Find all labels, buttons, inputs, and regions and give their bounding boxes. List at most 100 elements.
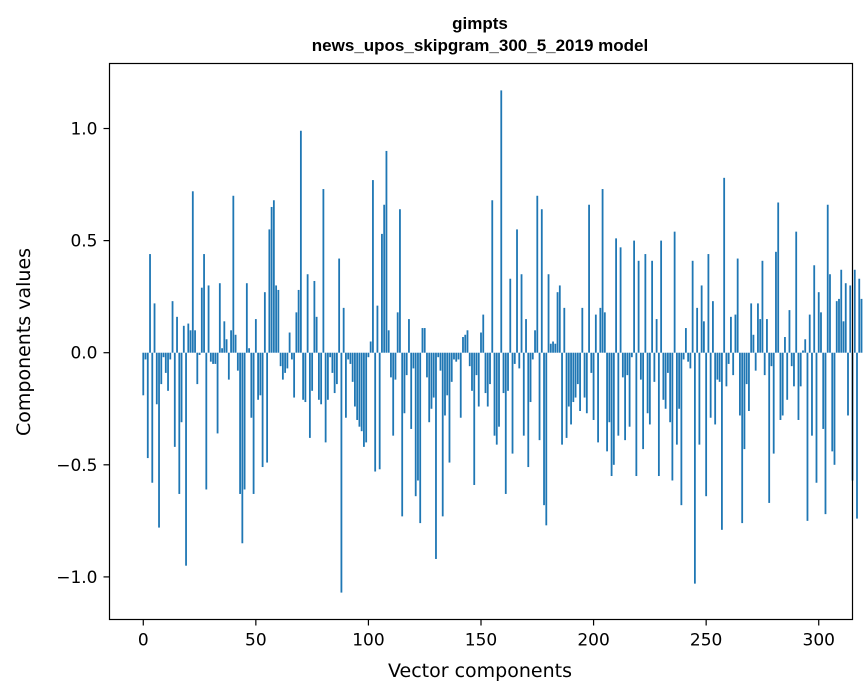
bar-311 — [842, 321, 845, 353]
bar-209 — [612, 352, 615, 465]
bar-114 — [399, 209, 401, 353]
bar-288 — [790, 352, 793, 367]
bar-241 — [684, 328, 687, 353]
bar-82 — [327, 352, 329, 400]
chart-subtitle: news_upos_skipgram_300_5_2019 model — [312, 36, 648, 55]
bar-16 — [178, 352, 181, 494]
bar-230 — [660, 240, 663, 353]
bar-65 — [288, 332, 291, 353]
bar-181 — [549, 343, 552, 353]
bar-216 — [628, 352, 631, 427]
bar-12 — [169, 352, 172, 360]
bar-88 — [340, 352, 343, 593]
bar-263 — [734, 314, 737, 353]
bar-280 — [772, 352, 775, 454]
bar-229 — [657, 352, 660, 477]
x-tick-label: 250 — [690, 631, 722, 651]
bar-231 — [662, 352, 665, 400]
bar-298 — [813, 265, 816, 353]
bar-172 — [529, 352, 532, 403]
bar-131 — [437, 352, 440, 358]
x-tick-label: 50 — [245, 631, 267, 651]
bar-98 — [363, 352, 365, 447]
bar-87 — [338, 258, 341, 353]
bar-210 — [615, 238, 617, 353]
bar-127 — [428, 352, 431, 423]
bar-302 — [822, 352, 825, 429]
bar-264 — [736, 258, 739, 353]
bar-214 — [624, 352, 626, 441]
bar-201 — [594, 314, 597, 353]
bar-106 — [381, 233, 383, 353]
bar-134 — [444, 352, 446, 416]
bar-212 — [619, 247, 622, 353]
bar-55 — [266, 352, 269, 463]
bar-39 — [230, 330, 232, 353]
bar-202 — [597, 352, 599, 443]
bar-284 — [781, 352, 784, 416]
bar-91 — [347, 352, 350, 360]
bar-155 — [491, 200, 494, 353]
bar-109 — [387, 330, 390, 353]
bar-316 — [853, 269, 856, 353]
bar-200 — [592, 352, 595, 420]
bar-47 — [248, 348, 250, 353]
x-tick-label: 200 — [577, 631, 609, 651]
bar-293 — [802, 350, 804, 353]
bar-116 — [403, 352, 406, 414]
bar-95 — [356, 352, 359, 420]
bar-260 — [727, 352, 730, 364]
bar-199 — [590, 352, 593, 373]
bar-234 — [669, 352, 672, 423]
bar-252 — [709, 352, 712, 418]
bar-289 — [793, 352, 795, 387]
bar-59 — [275, 285, 278, 353]
bar-68 — [295, 312, 298, 353]
bar-19 — [185, 352, 187, 566]
bar-57 — [270, 206, 273, 353]
bar-96 — [358, 352, 361, 427]
bar-79 — [320, 352, 323, 405]
bar-33 — [216, 352, 219, 434]
bar-154 — [489, 352, 491, 385]
bar-103 — [374, 352, 377, 472]
bar-135 — [446, 352, 449, 396]
bar-105 — [378, 352, 381, 470]
bar-282 — [777, 202, 780, 353]
bar-35 — [221, 348, 223, 353]
bar-248 — [700, 285, 703, 353]
bar-245 — [693, 352, 696, 584]
bar-249 — [703, 321, 705, 353]
bar-5 — [153, 303, 156, 353]
bar-66 — [290, 352, 293, 360]
bar-3 — [149, 254, 151, 353]
bar-211 — [617, 352, 620, 436]
bar-190 — [570, 352, 572, 425]
bar-314 — [849, 285, 852, 353]
bar-102 — [372, 180, 374, 353]
bar-305 — [829, 274, 831, 353]
bar-297 — [811, 352, 813, 436]
bar-169 — [522, 352, 525, 436]
bar-244 — [691, 260, 694, 353]
y-tick-label: −1.0 — [56, 568, 97, 588]
bar-262 — [732, 352, 735, 376]
bar-150 — [480, 332, 482, 353]
bar-179 — [545, 352, 548, 526]
bar-270 — [750, 303, 753, 353]
bar-161 — [504, 352, 507, 494]
bar-70 — [299, 130, 302, 353]
bar-195 — [581, 307, 584, 353]
bar-180 — [547, 274, 550, 353]
bar-159 — [500, 90, 503, 353]
bar-273 — [757, 303, 759, 353]
bar-152 — [484, 352, 487, 394]
bar-77 — [315, 316, 318, 353]
bar-76 — [313, 280, 316, 353]
bar-45 — [243, 352, 246, 490]
bar-189 — [567, 352, 570, 407]
bar-259 — [725, 352, 728, 387]
bar-137 — [450, 352, 453, 382]
bar-275 — [761, 260, 764, 353]
bar-72 — [304, 352, 307, 403]
